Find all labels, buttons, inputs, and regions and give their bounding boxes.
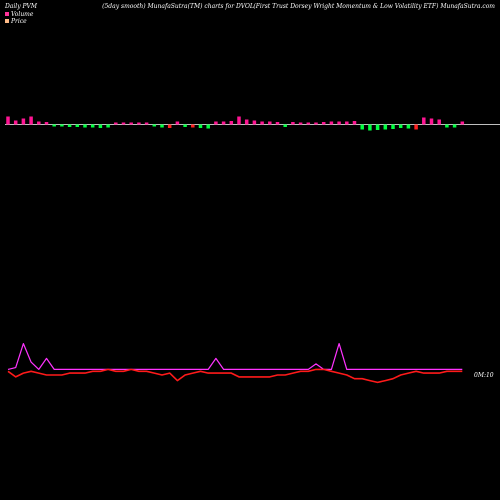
volume-bar xyxy=(429,118,434,125)
volume-bar xyxy=(414,124,418,130)
volume-bar xyxy=(398,124,403,128)
volume-bar xyxy=(275,122,280,125)
volume-bar xyxy=(314,122,318,125)
volume-bar xyxy=(368,124,372,131)
price-annotation: 0M:10 xyxy=(474,372,494,379)
series-lines xyxy=(7,343,463,384)
volume-bar xyxy=(329,121,334,125)
volume-bar xyxy=(67,124,72,127)
volume-bar xyxy=(75,124,80,127)
volume-bar xyxy=(60,124,64,127)
volume-bar xyxy=(6,116,10,125)
volume-bar xyxy=(206,124,210,129)
volume-bar xyxy=(298,122,303,125)
volume-bar xyxy=(291,122,295,125)
volume-bar xyxy=(360,124,364,130)
header-left: Daily PVM xyxy=(4,3,38,10)
volume-bar xyxy=(52,124,56,127)
volume-bar xyxy=(83,124,87,128)
volume-bar xyxy=(152,124,157,127)
volume-bar xyxy=(375,124,380,130)
volume-bar xyxy=(129,122,133,125)
volume-bar xyxy=(352,121,357,125)
volume-bar xyxy=(244,119,249,125)
volume-bar xyxy=(268,121,272,125)
volume-bar xyxy=(137,122,141,125)
volume-bar xyxy=(445,124,449,128)
volume-bars xyxy=(6,116,465,131)
volume-bar xyxy=(260,121,264,125)
price-line xyxy=(7,368,463,384)
volume-bar xyxy=(44,122,49,125)
volume-bar xyxy=(460,121,465,125)
header-right: (First Trust Dorsey Wright Momentum & Lo… xyxy=(253,3,495,10)
volume-bar xyxy=(183,124,187,127)
price-legend-label: Price xyxy=(10,18,27,25)
volume-bar xyxy=(29,116,33,125)
volume-bar xyxy=(321,122,326,125)
volume-bar xyxy=(229,121,234,125)
volume-bar xyxy=(214,121,218,125)
volume-legend-swatch xyxy=(5,12,9,16)
volume-bar xyxy=(160,124,164,128)
volume-bar xyxy=(13,120,18,125)
volume-bar xyxy=(437,119,441,125)
volume-bar xyxy=(406,124,411,129)
volume-line xyxy=(7,343,463,370)
volume-bar xyxy=(114,122,118,125)
volume-bar xyxy=(21,118,26,125)
volume-bar xyxy=(98,124,103,128)
volume-bar xyxy=(337,121,341,125)
volume-bar xyxy=(167,124,172,128)
volume-bar xyxy=(306,122,311,125)
volume-bar xyxy=(345,121,349,125)
volume-bar xyxy=(237,116,241,125)
volume-bar xyxy=(106,124,110,128)
volume-bar xyxy=(221,121,226,125)
volume-bar xyxy=(383,124,388,130)
volume-bar xyxy=(144,122,149,125)
volume-legend-label: Volume xyxy=(11,11,34,18)
volume-bar xyxy=(391,124,395,129)
header-center: (5day smooth) MunafaSutra(TM) charts for… xyxy=(102,3,254,10)
legend: Volume Price xyxy=(5,11,34,25)
volume-bar xyxy=(90,124,95,128)
volume-bar xyxy=(283,124,287,127)
volume-bar xyxy=(175,121,180,125)
volume-bar xyxy=(252,120,257,125)
volume-bar xyxy=(422,117,426,125)
volume-bar xyxy=(452,124,457,128)
volume-bar xyxy=(121,122,126,125)
volume-bar xyxy=(191,124,195,128)
volume-bar xyxy=(37,121,41,125)
volume-bar xyxy=(198,124,203,128)
price-legend-swatch xyxy=(5,19,9,23)
